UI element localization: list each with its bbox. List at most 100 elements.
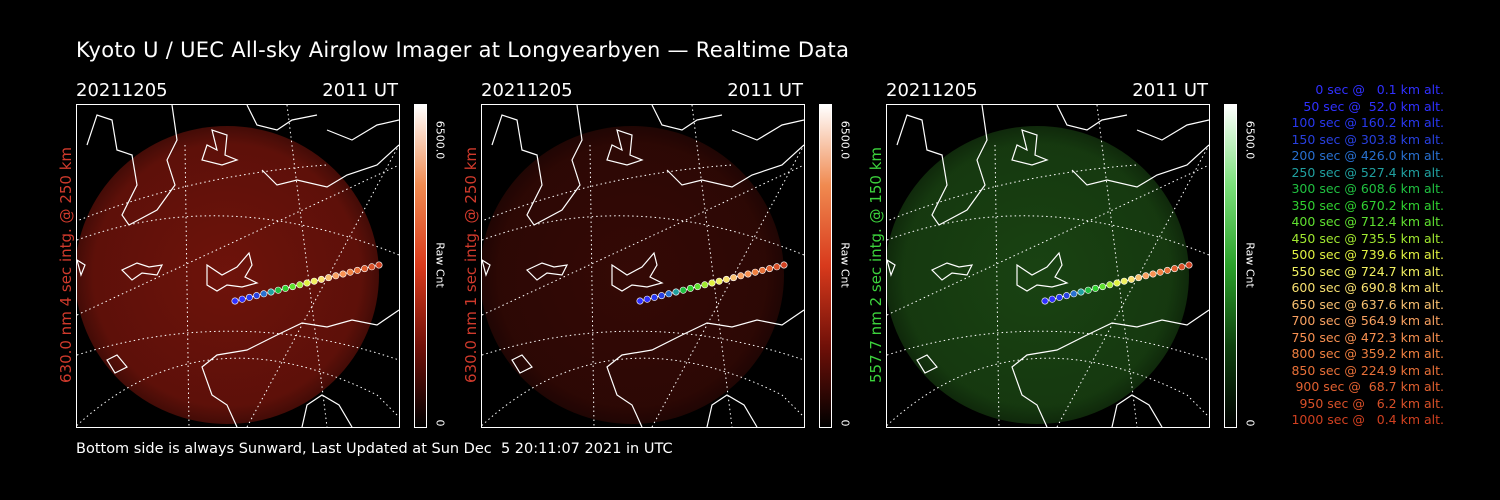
coastline [1111,394,1163,427]
trajectory-marker [260,290,268,298]
trajectory-marker [708,279,716,287]
trajectory-marker [650,293,658,301]
trajectory-marker [1055,293,1063,301]
coastline [731,119,804,141]
legend-entry: 600 sec @ 690.8 km alt. [1291,280,1444,295]
legend-entry: 550 sec @ 724.7 km alt. [1291,263,1444,279]
trajectory-marker [1142,272,1150,280]
legend-entry: 0 sec @ 0.1 km alt. [1315,82,1444,97]
trajectory-marker [715,277,723,285]
coastline [201,129,239,166]
latitude-circle [482,215,804,256]
legend-entry: 1000 sec @ 0.4 km alt. [1291,412,1444,427]
airglow-disc [77,126,379,424]
trajectory-marker [1091,284,1099,292]
legend-entry: 50 sec @ 52.0 km alt. [1303,98,1444,114]
longitude-line [1096,105,1138,427]
legend-entry: 300 sec @ 608.6 km alt. [1291,181,1444,196]
latitude-circle [887,330,1209,361]
latitude-circle [887,357,1209,427]
colorbar-unit: Raw Cnt [433,242,447,288]
legend-entry: 400 sec @ 712.4 km alt. [1291,214,1444,229]
trajectory-marker [1106,281,1114,289]
trajectory-marker [317,275,325,283]
colorbar [1224,104,1237,428]
colorbar-min: 0 [433,419,447,427]
trajectory-marker [289,283,297,291]
trajectory-marker [281,284,289,292]
trajectory-marker [1163,266,1171,274]
colorbar-unit: Raw Cnt [838,242,852,288]
latitude-circle [77,357,399,427]
colorbar-min: 0 [1243,419,1257,427]
longitude-line [589,144,595,427]
coastline [666,144,804,188]
panel-date: 20211205 [886,80,978,101]
trajectory-marker [722,275,730,283]
trajectory-marker [1149,270,1157,278]
latitude-circle [482,357,804,427]
trajectory-marker [1178,263,1186,271]
legend-entry: 950 sec @ 6.2 km alt. [1299,395,1444,411]
trajectory-marker [1063,292,1071,300]
trajectory-marker [758,266,766,274]
trajectory-marker [658,292,666,300]
panel-ylabel: 630.0 nm 1 sec intg. @ 250 km [462,146,480,384]
colorbar [819,104,832,428]
coastline [916,354,938,374]
coastline [1071,144,1209,188]
legend-entry: 100 sec @ 160.2 km alt. [1291,115,1444,130]
trajectory-marker [303,279,311,287]
longitude-line [77,164,399,316]
trajectory-marker [672,288,680,296]
trajectory-marker [744,270,752,278]
trajectory-marker [368,263,376,271]
coastline [86,105,178,226]
legend-entry: 450 sec @ 735.5 km alt. [1291,230,1444,246]
trajectory-marker [296,281,304,289]
trajectory-marker [751,268,759,276]
coastline [201,309,399,427]
imager-panel-557nm-2sec: 20211205 2011 UT 557.7 nm 2 sec intg. @ … [867,80,1286,430]
coastline [326,119,399,141]
trajectory-marker [1135,274,1143,282]
coastline [106,354,128,374]
panel-time: 2011 UT [322,80,398,101]
colorbar-unit: Raw Cnt [1243,242,1257,288]
legend-entry: 500 sec @ 739.6 km alt. [1291,247,1444,262]
trajectory-marker [325,274,333,282]
trajectory-marker [346,268,354,276]
trajectory-marker [701,281,709,289]
coastline [301,394,353,427]
coastline [606,309,804,427]
trajectory-marker [780,261,788,269]
trajectory-marker [694,283,702,291]
imager-panel-630nm-4sec: 20211205 2011 UT 630.0 nm 4 sec intg. @ … [57,80,476,430]
coastline [930,262,974,281]
trajectory-marker [1077,288,1085,296]
trajectory-marker [332,272,340,280]
coastline [246,105,318,131]
coastline [1056,105,1128,131]
trajectory-marker [253,292,261,300]
trajectory-marker [643,295,651,303]
airglow-disc [887,126,1189,424]
panel-date: 20211205 [481,80,573,101]
coastline [206,251,259,292]
longitude-line [246,144,399,427]
coastline [1016,251,1069,292]
trajectory-marker [353,266,361,274]
coastline [1011,129,1049,166]
trajectory-marker [1048,295,1056,303]
trajectory-marker [245,293,253,301]
trajectory-marker [274,286,282,294]
panel-date: 20211205 [76,80,168,101]
coastline [1011,309,1209,427]
latitude-circle [482,164,733,222]
trajectory-marker [231,297,239,305]
trajectory-marker [1070,290,1078,298]
longitude-line [994,144,1000,427]
trajectory-marker [1041,297,1049,305]
legend-entry: 150 sec @ 303.8 km alt. [1291,131,1444,147]
imager-panel-630nm-1sec: 20211205 2011 UT 630.0 nm 1 sec intg. @ … [462,80,881,430]
